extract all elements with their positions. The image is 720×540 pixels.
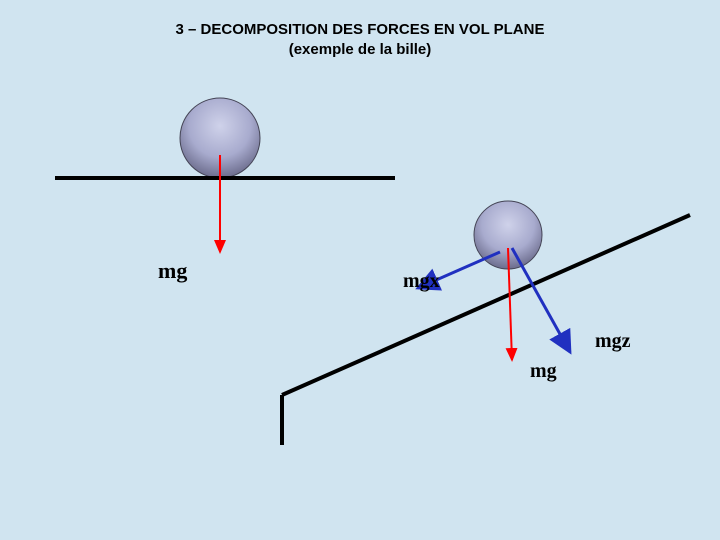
label-mg-right: mg (530, 360, 557, 383)
diagram-svg (0, 0, 720, 540)
label-mgx: mgx (403, 270, 440, 293)
mgz-arrow (512, 248, 570, 352)
label-mg-left: mg (158, 258, 187, 284)
label-mgz: mgz (595, 330, 631, 353)
